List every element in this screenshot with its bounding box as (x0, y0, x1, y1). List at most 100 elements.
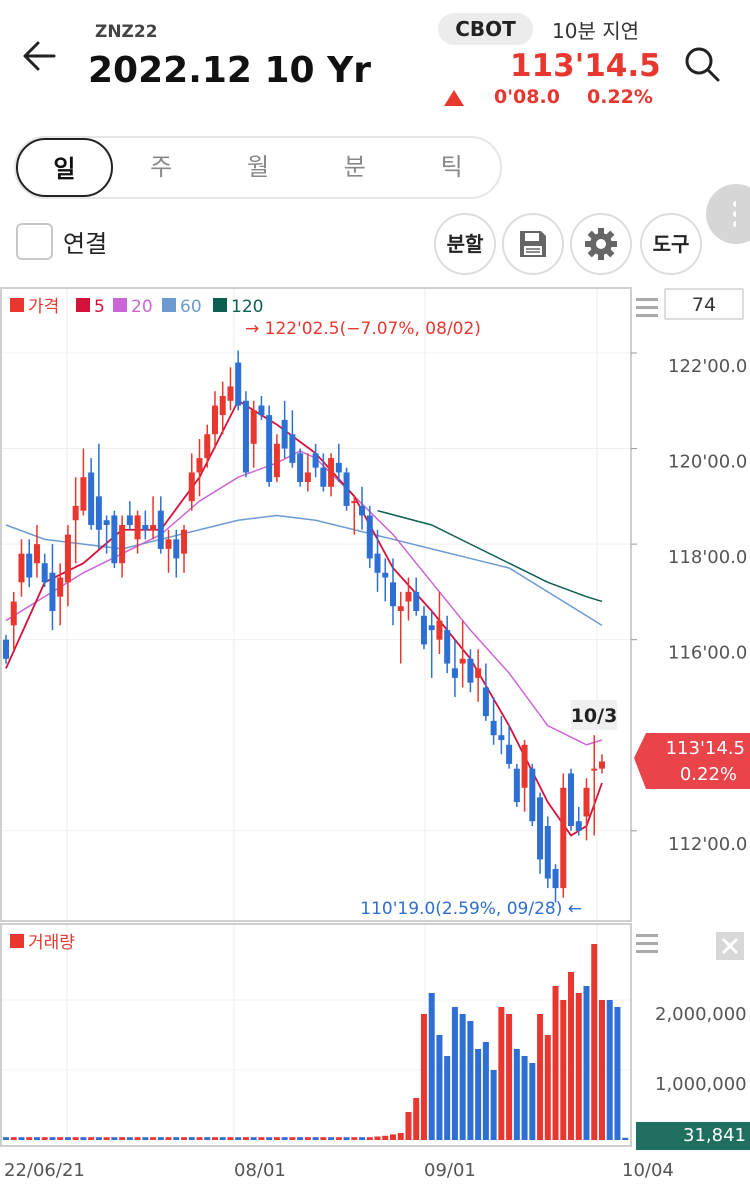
volume-menu-icon-line[interactable] (636, 950, 658, 953)
volume-bar (211, 1137, 218, 1140)
volume-bar (95, 1137, 102, 1140)
save-button[interactable] (502, 213, 564, 275)
link-label: 연결 (63, 230, 108, 258)
menu-icon-line[interactable] (636, 314, 658, 317)
volume-menu-icon-line[interactable] (636, 942, 658, 945)
candle (157, 496, 164, 554)
split-button[interactable]: 분할 (434, 213, 496, 275)
menu-icon[interactable] (636, 298, 658, 301)
instrument-title: 2022.12 10 Yr U (88, 50, 383, 91)
candle-body (49, 572, 56, 611)
link-checkbox[interactable] (16, 223, 53, 260)
candle-body (297, 453, 304, 482)
candle-body (405, 591, 412, 602)
x-tick-label: 08/01 (234, 1160, 286, 1181)
price-legend: 가격 5 20 60 120 (10, 297, 263, 317)
candle (10, 591, 17, 650)
candle-body (537, 797, 544, 860)
chart-area[interactable]: 가격 5 20 60 120 → 122'02.5(−7.07%, 08/02)… (0, 287, 750, 1187)
up-triangle-icon (444, 90, 464, 106)
settings-button[interactable] (570, 213, 632, 275)
volume-menu-icon[interactable] (636, 934, 658, 937)
candle-body (111, 515, 118, 564)
candle (297, 448, 304, 487)
candle (134, 510, 141, 554)
candle-body (119, 525, 126, 564)
candle (583, 778, 590, 841)
candle-body (88, 472, 95, 525)
candle (591, 735, 598, 836)
candle (598, 754, 605, 774)
menu-icon-line[interactable] (636, 306, 658, 309)
volume-bar (475, 1049, 482, 1140)
candle-body (95, 496, 102, 530)
candle (72, 477, 79, 564)
counter-value: 74 (692, 294, 716, 316)
back-arrow-icon[interactable] (18, 34, 62, 78)
tab-monthly[interactable]: 월 (246, 153, 270, 181)
candle (3, 634, 9, 664)
volume-bar (111, 1137, 118, 1140)
volume-bars (3, 944, 629, 1140)
volume-bar (219, 1137, 226, 1140)
volume-bar (26, 1137, 33, 1140)
candle (498, 716, 505, 755)
price-pane-frame (0, 287, 632, 922)
volume-bar (181, 1137, 188, 1140)
candle-body (475, 668, 482, 678)
y-tick-label: 112'00.0 (668, 834, 747, 855)
candle (490, 697, 497, 745)
volume-bar (320, 1137, 327, 1140)
current-price: 113'14.5 (510, 48, 661, 84)
volume-bar (560, 1000, 567, 1140)
candle (181, 525, 188, 573)
volume-bar (506, 1014, 513, 1140)
candle-body (64, 534, 71, 583)
volume-bar (242, 1137, 249, 1140)
volume-bar (544, 1035, 551, 1140)
volume-legend: 거래량 (10, 933, 75, 953)
tab-tick[interactable]: 틱 (440, 153, 463, 181)
x-tick-label: 22/06/21 (4, 1160, 85, 1181)
volume-bar (451, 1007, 458, 1140)
candle (242, 391, 249, 478)
volume-bar (521, 1056, 528, 1140)
candle (390, 558, 396, 626)
high-annotation: → 122'02.5(−7.07%, 08/02) (245, 319, 481, 339)
candle-body (351, 501, 358, 504)
volume-bar (583, 986, 590, 1140)
candle-body (552, 869, 559, 889)
candle (165, 529, 172, 573)
candle (413, 577, 420, 616)
side-panel-handle[interactable] (706, 184, 750, 244)
candle-body (390, 582, 396, 607)
candle (513, 763, 520, 807)
candle (289, 410, 296, 468)
candle-body (204, 434, 211, 459)
candle (537, 792, 544, 874)
volume-bar (64, 1137, 71, 1140)
candle (366, 505, 373, 568)
candle-body (304, 472, 311, 482)
tab-weekly[interactable]: 주 (150, 153, 173, 181)
candle-body (235, 362, 242, 406)
volume-bar (382, 1135, 389, 1140)
candle-body (591, 768, 598, 771)
volume-bar (165, 1137, 172, 1140)
search-icon[interactable] (682, 44, 722, 84)
volume-bar (420, 1014, 427, 1140)
legend-swatch-ma60 (162, 298, 176, 312)
tools-button[interactable]: 도구 (640, 213, 702, 275)
candle-body (498, 735, 505, 740)
volume-last-value: 31,841 (636, 1122, 750, 1150)
price-change: 0'08.0 (494, 86, 560, 108)
candle (428, 611, 435, 678)
candle-body (10, 601, 17, 626)
candle-body (219, 396, 226, 416)
candle-body (560, 787, 567, 889)
tab-daily[interactable]: 일 (16, 138, 113, 197)
candle-body (134, 515, 141, 540)
period-tabs: 일 주 월 분 틱 (14, 136, 502, 199)
volume-bar (150, 1137, 157, 1140)
tab-minute[interactable]: 분 (343, 153, 366, 181)
